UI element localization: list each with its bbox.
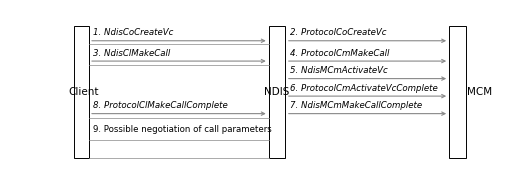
Text: 6. ProtocolCmActivateVcComplete: 6. ProtocolCmActivateVcComplete <box>290 84 437 93</box>
Bar <box>269 26 286 158</box>
Text: Client: Client <box>68 87 99 97</box>
Text: NDIS: NDIS <box>264 87 289 97</box>
Text: 1. NdisCoCreateVc: 1. NdisCoCreateVc <box>93 28 174 37</box>
Text: 2. ProtocolCoCreateVc: 2. ProtocolCoCreateVc <box>290 28 387 37</box>
Bar <box>450 26 466 158</box>
Text: 4. ProtocolCmMakeCall: 4. ProtocolCmMakeCall <box>290 49 389 58</box>
Text: 5. NdisMCmActivateVc: 5. NdisMCmActivateVc <box>290 66 388 75</box>
Text: 7. NdisMCmMakeCallComplete: 7. NdisMCmMakeCallComplete <box>290 101 422 110</box>
Text: 9. Possible negotiation of call parameters: 9. Possible negotiation of call paramete… <box>93 125 272 134</box>
Bar <box>74 26 89 158</box>
Text: MCM: MCM <box>467 87 492 97</box>
Text: 8. ProtocolClMakeCallComplete: 8. ProtocolClMakeCallComplete <box>93 101 228 110</box>
Text: 3. NdisClMakeCall: 3. NdisClMakeCall <box>93 49 170 58</box>
